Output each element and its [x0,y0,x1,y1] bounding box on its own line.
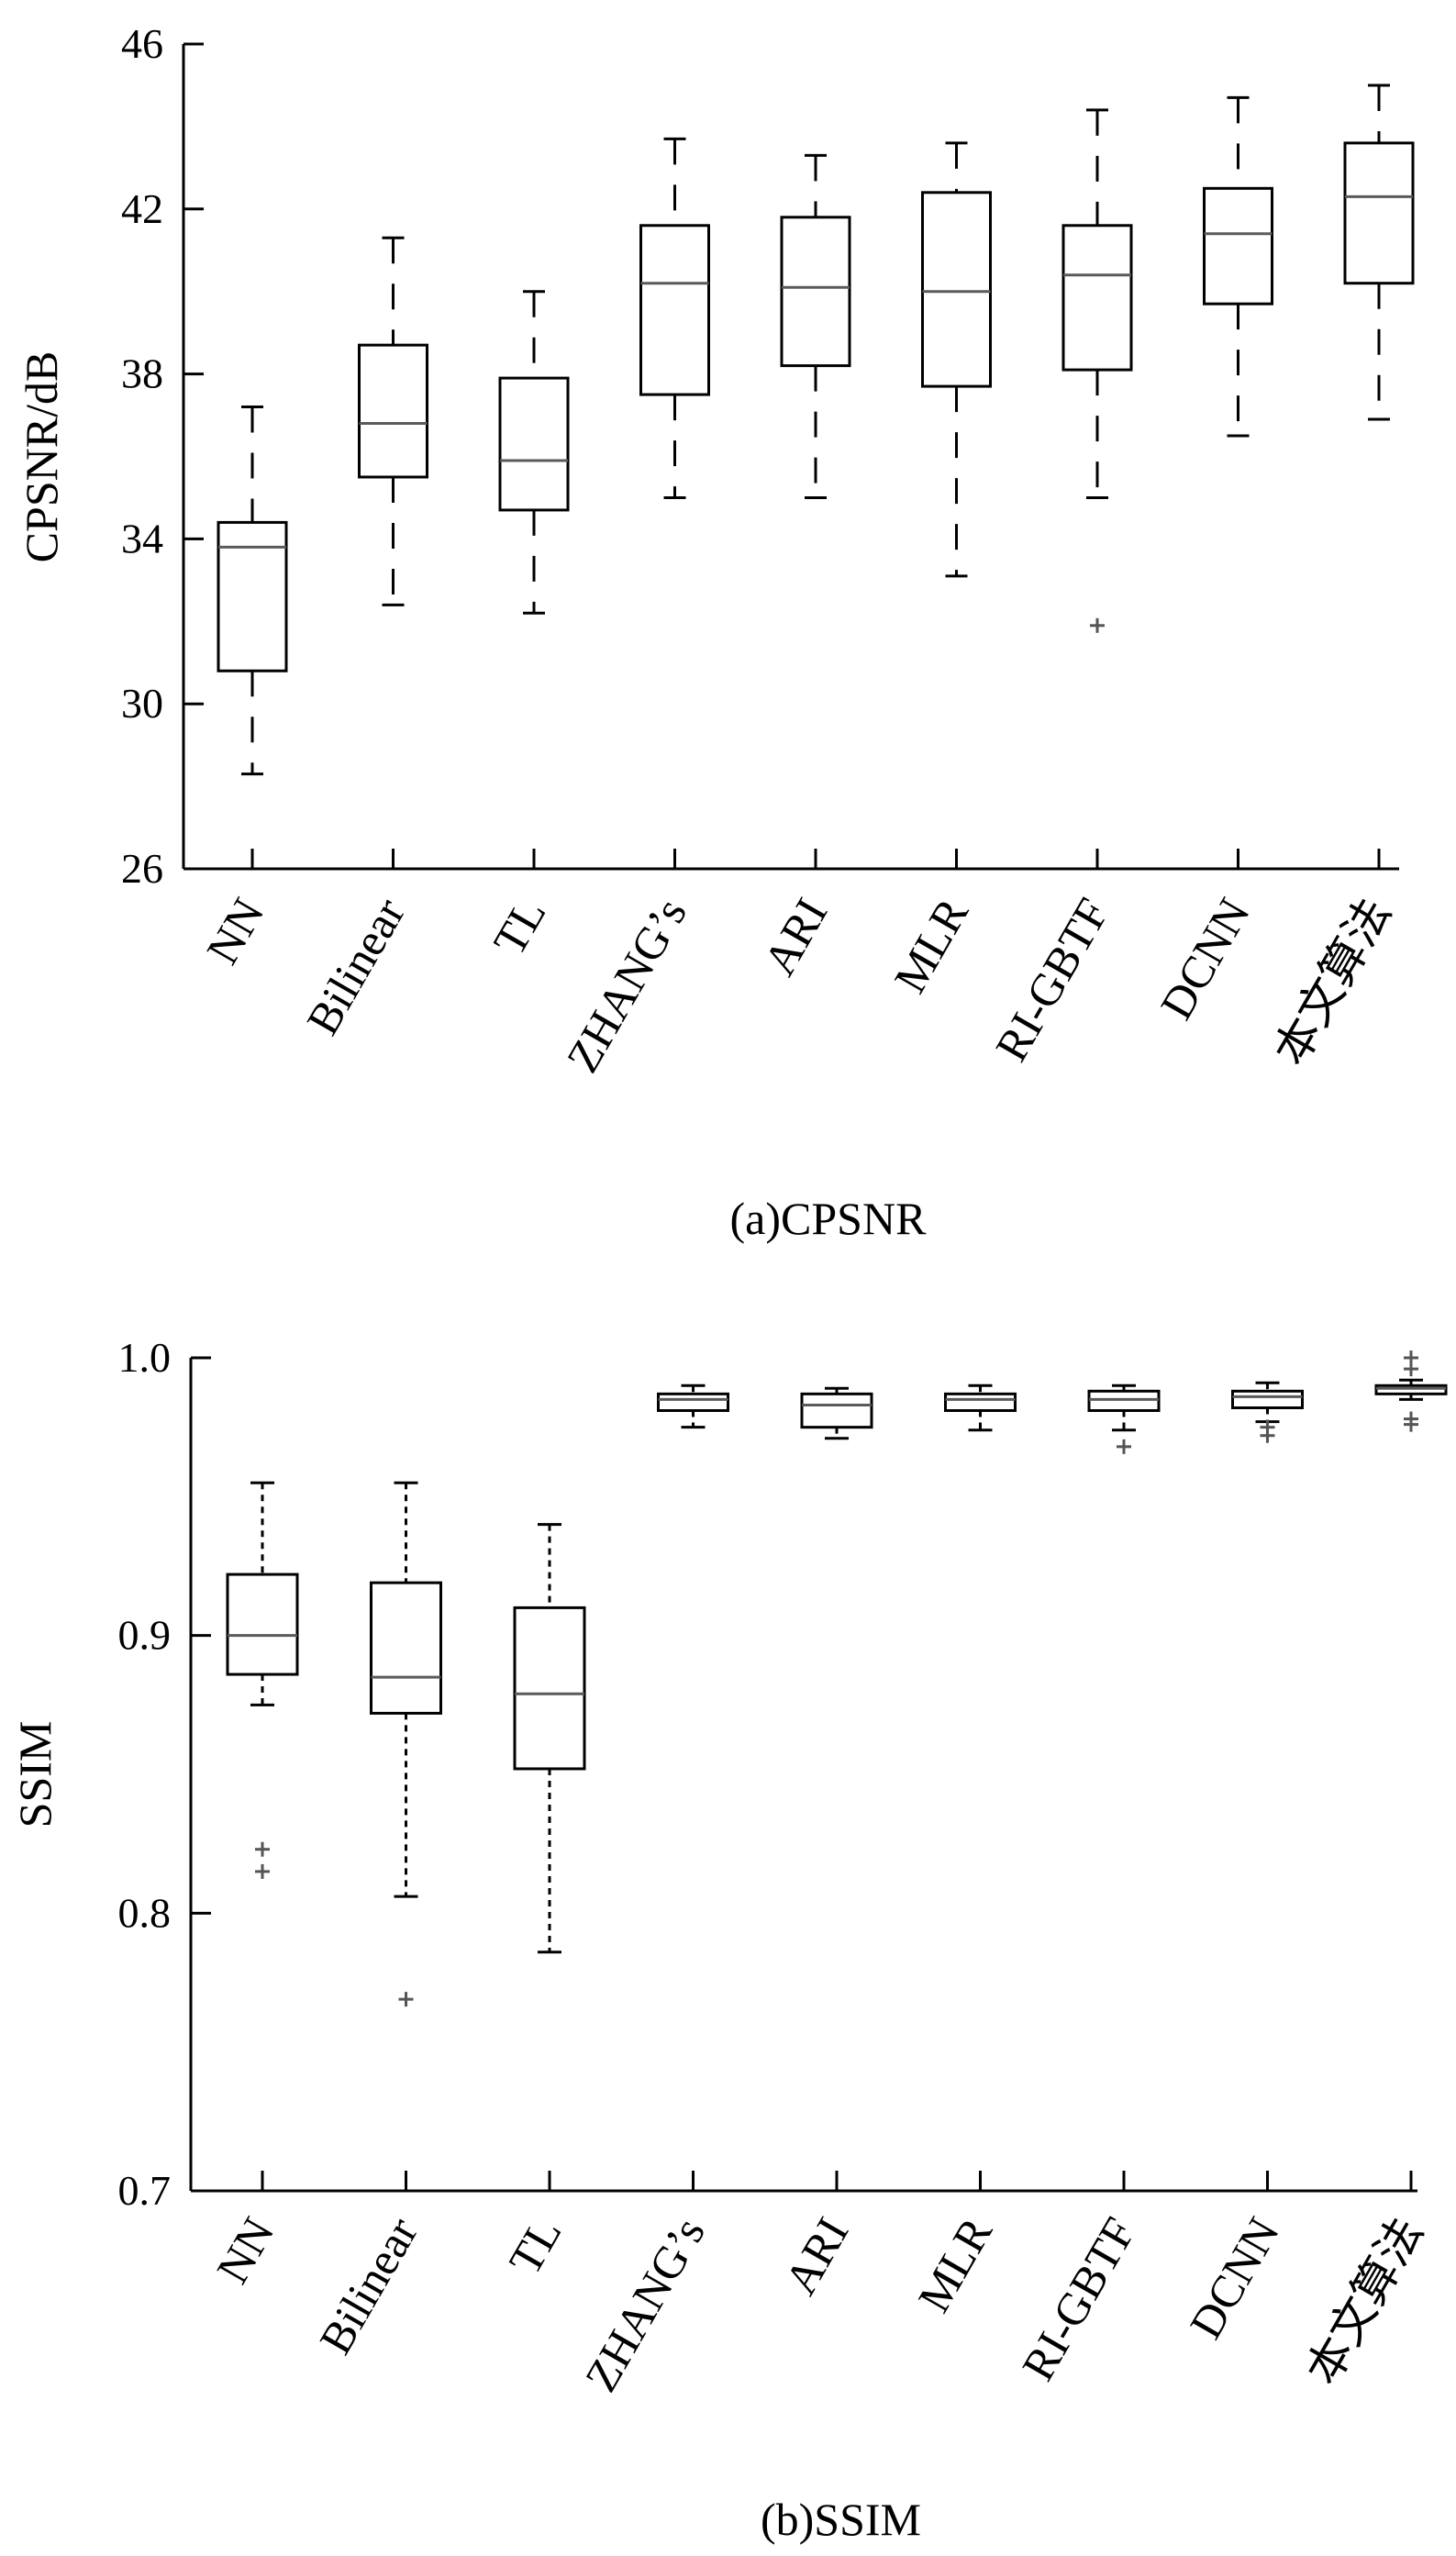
box-1: Bilinear [309,1481,442,2362]
y-tick-label: 0.9 [118,1612,172,1659]
outlier-marker [1090,617,1105,633]
x-category-label: ARI [774,2209,859,2304]
y-tick-label: 0.8 [118,1889,172,1936]
box-2: TL [483,290,570,964]
box-7: DCNN [1180,1381,1304,2348]
box-iqr [944,1392,1017,1413]
box-iqr [921,191,992,388]
x-category-label: DCNN [1150,890,1260,1028]
box-iqr [1374,1384,1448,1395]
box-iqr [217,520,288,672]
chart-cpsnr: 26 30 34 38 42 46 CPSNR/dB NN Bilinear TL ZHANG’s A… [16,20,1415,1244]
box-8: 本文算法 [1296,1350,1448,2394]
outlier-marker [255,1863,270,1879]
box-6: RI-GBTF [985,108,1133,1070]
x-category-label: ZHANG’s [556,890,696,1081]
box-iqr [513,1606,586,1771]
x-category-label: 本文算法 [1296,2209,1432,2394]
box-1: Bilinear [296,236,428,1043]
box-4: ARI [753,153,851,984]
box-5: MLR [907,1384,1017,2320]
outlier-marker [1260,1428,1275,1443]
box-iqr [780,216,851,368]
outlier-marker [1117,1439,1131,1454]
x-category-label: RI-GBTF [1012,2209,1146,2389]
y-axis-label: CPSNR/dB [16,351,67,563]
x-category-label: MLR [907,2208,1002,2320]
y-tick-label: 38 [121,350,163,397]
x-category-label: NN [206,2209,284,2293]
x-category-label: TL [483,890,555,964]
x-category-label: NN [196,890,274,973]
outlier-marker [1404,1417,1418,1432]
outlier-marker [255,1841,270,1857]
box-6: RI-GBTF [1012,1384,1161,2389]
chart-caption: (b)SSIM [761,2494,921,2545]
box-5: MLR [884,141,992,1001]
y-tick-label: 30 [121,680,163,727]
x-category-label: DCNN [1180,2209,1289,2348]
box-0: NN [196,406,288,973]
box-iqr [800,1392,873,1429]
chart-caption: (a)CPSNR [730,1193,928,1244]
box-iqr [1231,1389,1304,1409]
y-tick-label: 46 [121,20,163,67]
x-category-label: ARI [753,890,838,984]
box-iqr [639,224,710,396]
y-tick-label: 26 [121,845,163,892]
x-category-label: Bilinear [296,889,415,1043]
y-tick-label: 42 [121,185,163,232]
x-category-label: RI-GBTF [985,890,1119,1070]
chart-ssim: 0.7 0.8 0.9 1.0 SSIM NN Bilinear TL ZHANG’s ARI ML… [9,1334,1448,2545]
x-category-label: MLR [884,889,978,1001]
box-0: NN [206,1481,299,2293]
box-iqr [1061,224,1133,372]
box-4: ARI [774,1386,873,2304]
box-iqr [1343,141,1415,285]
x-category-label: 本文算法 [1264,890,1400,1074]
box-8: 本文算法 [1264,83,1415,1074]
y-axis-label: SSIM [9,1721,61,1828]
box-iqr [226,1572,299,1676]
box-3: ZHANG’s [574,1384,729,2400]
x-category-label: TL [498,2209,571,2284]
box-2: TL [498,1523,586,2284]
outlier-marker [1404,1350,1418,1365]
y-tick-label: 1.0 [118,1334,172,1381]
outlier-marker [398,1992,414,2007]
x-category-label: Bilinear [309,2208,428,2362]
y-tick-label: 0.7 [118,2167,172,2214]
x-category-label: ZHANG’s [574,2209,715,2400]
box-iqr [1203,186,1273,306]
box-iqr [657,1392,729,1413]
box-iqr [498,376,570,512]
box-iqr [358,343,428,479]
box-iqr [370,1581,442,1715]
box-3: ZHANG’s [556,137,710,1081]
box-iqr [1087,1389,1161,1413]
y-tick-label: 34 [121,515,163,561]
box-7: DCNN [1150,95,1273,1028]
